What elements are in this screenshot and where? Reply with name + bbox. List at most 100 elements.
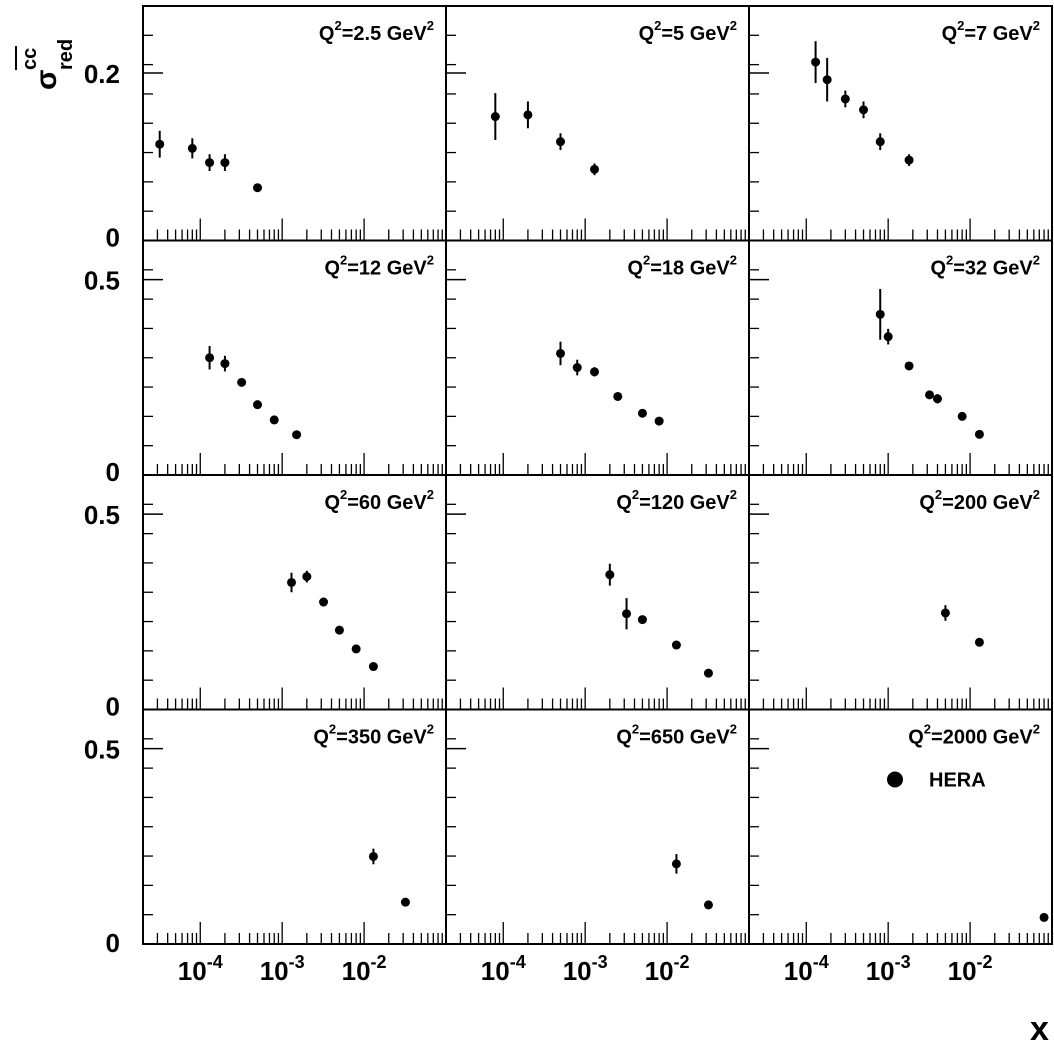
data-point — [556, 348, 566, 358]
data-point — [637, 408, 647, 418]
x-tick-label: 10-3 — [260, 952, 305, 986]
data-point — [319, 597, 329, 607]
data-point — [811, 57, 821, 67]
data-point — [253, 183, 263, 193]
x-tick-label: 10-3 — [563, 952, 608, 986]
data-point — [490, 112, 500, 122]
panel-label: Q2=5 GeV2 — [639, 18, 737, 45]
x-tick-label: 10-2 — [645, 952, 690, 986]
data-point — [840, 94, 850, 104]
panel-label: Q2=650 GeV2 — [616, 722, 737, 749]
data-point — [875, 309, 885, 319]
y-tick-label: 0 — [106, 928, 120, 958]
panel-q2-5: Q2=5 GeV2 — [445, 5, 750, 242]
panel-label: Q2=2000 GeV2 — [908, 722, 1040, 749]
legend-marker — [887, 771, 903, 788]
panel-q2-32: Q2=32 GeV2 — [748, 239, 1053, 476]
data-point — [613, 391, 623, 401]
data-point — [703, 668, 713, 678]
panel-label: Q2=350 GeV2 — [313, 722, 434, 749]
panel-label: Q2=200 GeV2 — [919, 487, 1040, 514]
panel-q2-650: Q2=650 GeV2 — [445, 708, 750, 945]
x-tick-label: 10-4 — [481, 952, 526, 986]
data-point — [220, 359, 230, 369]
x-tick-label: 10-3 — [866, 952, 911, 986]
panel-q2-60: Q2=60 GeV2 — [142, 474, 447, 711]
x-tick-label: 10-2 — [948, 952, 993, 986]
data-point — [883, 332, 893, 342]
data-point — [368, 662, 378, 672]
y-axis-label-sub: red — [55, 39, 77, 70]
data-point — [187, 143, 197, 153]
data-point — [292, 430, 302, 440]
panel-label: Q2=7 GeV2 — [942, 18, 1040, 45]
y-tick-label: 0.5 — [84, 500, 120, 530]
data-point — [351, 644, 361, 654]
y-axis-label-sup: cc — [19, 48, 41, 70]
data-point — [556, 137, 566, 147]
data-point — [671, 859, 681, 869]
x-tick-label: 10-4 — [178, 952, 223, 986]
data-point — [904, 155, 914, 165]
panel-label: Q2=18 GeV2 — [627, 253, 737, 280]
panel-label: Q2=32 GeV2 — [930, 253, 1040, 280]
data-point — [205, 158, 215, 168]
panel-q2-18: Q2=18 GeV2 — [445, 239, 750, 476]
y-tick-label: 0.5 — [84, 735, 120, 765]
data-point — [904, 361, 914, 371]
data-point — [822, 75, 832, 85]
y-tick-label: 0.2 — [84, 59, 120, 89]
data-point — [859, 105, 869, 115]
data-point — [671, 640, 681, 650]
panel-grid: Q2=2.5 GeV2 Q2=5 GeV2 Q2=7 GeV2 Q2=12 GeV2 Q… — [84, 5, 1053, 986]
y-tick-label: 0.5 — [84, 266, 120, 296]
data-point — [1039, 912, 1049, 922]
data-point — [572, 363, 582, 373]
data-point — [590, 164, 600, 174]
y-tick-label: 0 — [106, 457, 120, 487]
data-point — [155, 139, 165, 149]
panel-q2-200: Q2=200 GeV2 — [748, 474, 1053, 711]
panel-q2-7: Q2=7 GeV2 — [748, 5, 1053, 242]
data-point — [400, 897, 410, 907]
data-point — [253, 400, 263, 410]
x-axis-label: x — [1030, 1010, 1049, 1044]
x-tick-label: 10-4 — [784, 952, 829, 986]
legend-label: HERA — [929, 770, 986, 792]
panel-label: Q2=120 GeV2 — [616, 487, 737, 514]
data-point — [637, 615, 647, 625]
data-point — [302, 572, 312, 582]
panel-q2-350: Q2=350 GeV2 — [142, 708, 447, 945]
data-point — [622, 609, 632, 619]
data-point — [654, 416, 664, 426]
data-point — [605, 570, 615, 580]
panel-q2-2.5: Q2=2.5 GeV2 — [142, 5, 447, 242]
data-point — [590, 367, 600, 377]
y-axis-label-main: σ — [30, 69, 63, 90]
panel-label: Q2=12 GeV2 — [324, 253, 434, 280]
data-point — [875, 137, 885, 147]
data-point — [237, 377, 247, 387]
data-point — [974, 637, 984, 647]
data-point — [287, 577, 297, 587]
data-point — [269, 415, 279, 425]
data-point — [925, 390, 935, 400]
data-point — [523, 110, 533, 120]
data-point — [932, 394, 942, 404]
data-point — [220, 158, 230, 168]
data-point — [703, 900, 713, 910]
y-tick-label: 0 — [106, 223, 120, 253]
data-point — [974, 429, 984, 439]
x-tick-label: 10-2 — [342, 952, 387, 986]
y-axis-label: σ cc red — [15, 39, 77, 90]
y-tick-label: 0 — [106, 692, 120, 722]
data-point — [205, 353, 215, 363]
data-point — [368, 851, 378, 861]
panel-label: Q2=60 GeV2 — [324, 487, 434, 514]
panel-q2-12: Q2=12 GeV2 — [142, 239, 447, 476]
data-point — [940, 608, 950, 618]
panel-label: Q2=2.5 GeV2 — [319, 18, 434, 45]
data-point — [334, 625, 344, 635]
panel-q2-120: Q2=120 GeV2 — [445, 474, 750, 711]
